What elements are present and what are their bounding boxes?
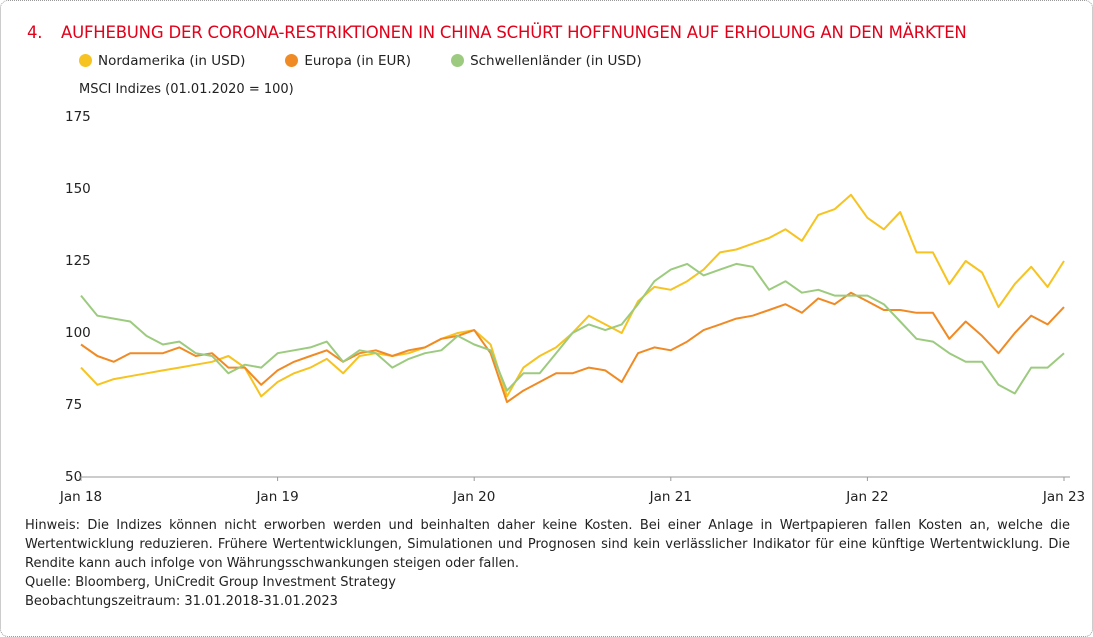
title-row: 4. AUFHEBUNG DER CORONA-RESTRIKTIONEN IN … (27, 23, 967, 42)
axis-unit: MSCI Indizes (01.01.2020 = 100) (79, 82, 294, 97)
legend-swatch (285, 54, 299, 67)
legend-label: Schwellenländer (in USD) (470, 53, 642, 69)
legend: Nordamerika (in USD) Europa (in EUR) Schwe… (79, 53, 682, 69)
x-tick-label: Jan 20 (452, 489, 495, 505)
chart-number: 4. (27, 23, 43, 42)
source: Quelle: Bloomberg, UniCredit Group Inves… (25, 575, 396, 590)
series-line (80, 193, 1065, 398)
chart-title: AUFHEBUNG DER CORONA-RESTRIKTIONEN IN CH… (61, 23, 967, 42)
hint: Hinweis: Die Indizes können nicht erworb… (25, 518, 1070, 571)
y-tick-label: 50 (65, 469, 82, 485)
notes: Hinweis: Die Indizes können nicht erworb… (25, 516, 1070, 611)
y-tick-label: 125 (65, 253, 91, 269)
x-tick-label: Jan 21 (649, 489, 692, 505)
y-tick-label: 175 (65, 109, 91, 125)
x-tick-label: Jan 18 (59, 489, 102, 505)
legend-label: Nordamerika (in USD) (98, 53, 246, 69)
x-tick-label: Jan 23 (1042, 489, 1085, 505)
period: Beobachtungszeitraum: 31.01.2018-31.01.2… (25, 594, 338, 609)
chart: 50 75 100 125 150 175 Jan 18 Jan 19 Jan 20 Jan 21… (59, 109, 1085, 505)
y-tick-label: 75 (65, 397, 82, 413)
y-tick-label: 150 (65, 181, 91, 197)
x-tick-label: Jan 19 (255, 489, 298, 505)
legend-item: Nordamerika (in USD) (79, 53, 245, 69)
legend-swatch (451, 54, 465, 67)
legend-item: Schwellenländer (in USD) (451, 53, 642, 69)
y-tick-label: 100 (65, 325, 91, 341)
legend-swatch (79, 54, 92, 67)
series-line (80, 262, 1065, 395)
legend-item: Europa (in EUR) (285, 53, 411, 69)
legend-label: Europa (in EUR) (304, 53, 412, 69)
series-line (80, 291, 1065, 404)
x-tick-label: Jan 22 (845, 489, 888, 505)
